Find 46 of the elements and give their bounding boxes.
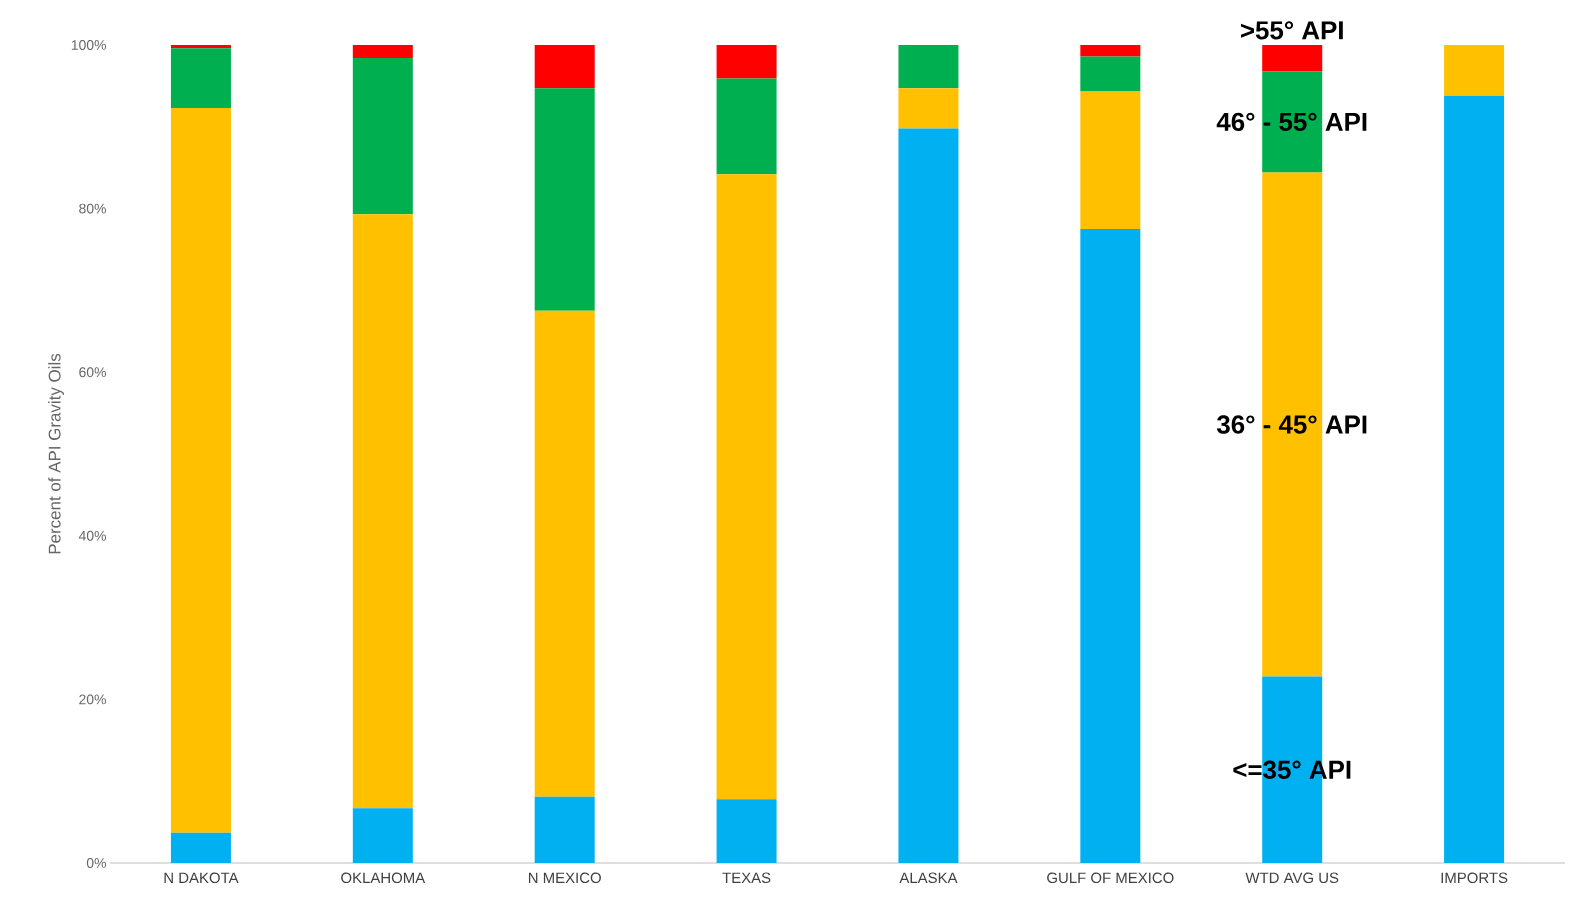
bar — [1262, 172, 1323, 677]
x-tick-label: TEXAS — [722, 872, 771, 884]
y-tick-label: 80% — [79, 203, 106, 214]
bar — [1262, 71, 1323, 173]
bar — [1080, 56, 1141, 92]
bar — [1080, 229, 1141, 863]
bar — [534, 796, 595, 863]
bar — [898, 128, 959, 863]
bar — [352, 214, 413, 809]
bar — [716, 799, 777, 863]
bar — [716, 78, 777, 175]
y-tick-label: 100% — [71, 40, 106, 50]
series-label: 36° - 45° API — [1216, 415, 1367, 434]
series-label: 46° - 55° API — [1216, 112, 1367, 132]
x-tick-label: GULF OF MEXICO — [1047, 872, 1174, 884]
bar — [1262, 44, 1323, 72]
bar — [898, 88, 959, 129]
y-axis-title: Percent of API Gravity Oils — [48, 353, 64, 554]
y-tick-label: 20% — [79, 694, 106, 705]
x-tick-label: WTD AVG US — [1245, 872, 1339, 884]
bar — [1444, 44, 1505, 96]
y-tick-label: 40% — [78, 530, 106, 541]
bar — [716, 174, 777, 800]
series-label: >55° API — [1240, 21, 1343, 40]
bar — [170, 44, 231, 49]
bar — [352, 58, 413, 215]
bar — [534, 310, 595, 797]
x-tick-label: IMPORTS — [1441, 872, 1508, 884]
bar — [352, 44, 413, 59]
bar — [352, 808, 413, 863]
bar — [1080, 44, 1141, 57]
bar — [534, 44, 595, 89]
bar — [898, 44, 959, 89]
x-tick-label: OKLAHOMA — [341, 872, 426, 884]
x-tick-label: N DAKOTA — [164, 872, 239, 884]
bar — [534, 88, 595, 311]
y-tick-label: 0% — [86, 858, 106, 868]
bar — [170, 48, 231, 108]
x-tick-label: N MEXICO — [528, 872, 601, 884]
x-tick-label: ALASKA — [899, 872, 958, 884]
bar — [1080, 91, 1141, 230]
bar — [170, 832, 231, 863]
bar — [716, 44, 777, 79]
y-tick-label: 60% — [79, 367, 106, 378]
bar — [1444, 95, 1505, 863]
bar — [170, 107, 231, 833]
